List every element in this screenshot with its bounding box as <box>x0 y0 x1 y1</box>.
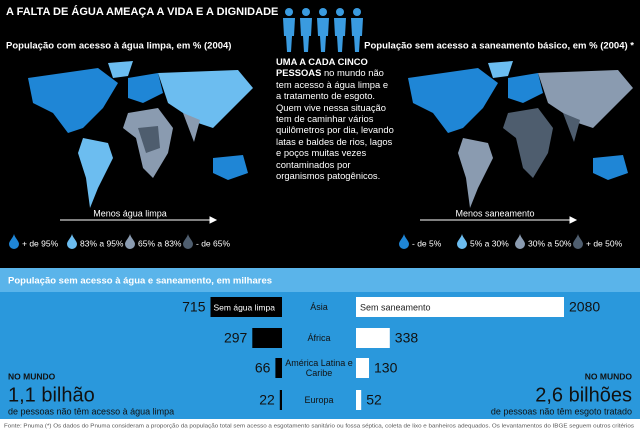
value-label: 66 <box>255 360 271 376</box>
legend-drop <box>9 234 19 249</box>
value-label: 22 <box>259 392 275 408</box>
category-label: América Latina e Caribe <box>285 358 353 378</box>
note-text: de pessoas não têm esgoto tratado <box>491 406 632 416</box>
category-label: Ásia <box>310 302 328 312</box>
arrow-label: Menos saneamento <box>455 208 534 218</box>
legend-drop <box>183 234 193 249</box>
legend-label: + de 95% <box>22 238 59 248</box>
arrow-label: Menos água limpa <box>93 208 167 218</box>
footer: Fonte: Pnuma (*) Os dados do Pnuma consi… <box>4 423 634 429</box>
people-icons <box>283 8 363 52</box>
value-label: 338 <box>395 330 419 346</box>
value-label: 130 <box>374 360 398 376</box>
center-text: UMA A CADA CINCO PESSOAS no mundo não te… <box>276 56 394 181</box>
legend-label: - de 5% <box>412 238 442 248</box>
map-title: População com acesso à água limpa, em % … <box>6 41 231 52</box>
footer-band <box>0 419 640 432</box>
title: A FALTA DE ÁGUA AMEAÇA A VIDA E A DIGNID… <box>6 5 278 18</box>
note-figure: 2,6 bilhões <box>535 384 632 406</box>
bar <box>356 328 390 348</box>
legend-label: Sem água limpa <box>214 302 276 312</box>
legend-label: 30% a 50% <box>528 238 572 248</box>
bar <box>356 390 362 410</box>
legend-label: + de 50% <box>586 238 623 248</box>
body: no mundo não tem acesso à água limpa e a… <box>276 67 394 182</box>
chart-title: População sem acesso à água e saneamento… <box>8 276 272 287</box>
category-label: África <box>307 333 331 343</box>
category-label: Europa <box>304 395 334 405</box>
note-label: NO MUNDO <box>8 371 56 381</box>
value-label: 297 <box>224 330 248 346</box>
note-figure: 1,1 bilhão <box>8 384 95 406</box>
legend-drop <box>457 234 467 249</box>
legend-drop <box>67 234 77 249</box>
note-text: de pessoas não têm acesso à água limpa <box>8 406 174 416</box>
bar <box>210 297 282 317</box>
lead: UMA A CADA CINCO PESSOAS <box>276 56 368 79</box>
bar <box>356 358 369 378</box>
bar <box>356 297 564 317</box>
world-map <box>408 61 633 208</box>
world-map <box>28 61 253 208</box>
legend-label: 83% a 95% <box>80 238 124 248</box>
value-label: 2080 <box>569 299 600 315</box>
legend-label: 5% a 30% <box>470 238 509 248</box>
arrow <box>60 216 578 224</box>
blue-band <box>0 268 640 420</box>
bar <box>275 358 282 378</box>
legend-label: - de 65% <box>196 238 230 248</box>
value-label: 715 <box>182 299 206 315</box>
legend-drop <box>515 234 525 249</box>
bar <box>252 328 282 348</box>
legend-drop <box>125 234 135 249</box>
value-label: 52 <box>366 392 382 408</box>
legend-label: Sem saneamento <box>360 302 431 312</box>
bar <box>279 390 282 410</box>
chart-title-band <box>0 268 640 292</box>
map-title: População sem acesso a saneamento básico… <box>364 41 634 52</box>
note-label: NO MUNDO <box>585 371 633 381</box>
legend-drop <box>399 234 409 249</box>
legend-label: 65% a 83% <box>138 238 182 248</box>
legend-drop <box>573 234 583 249</box>
